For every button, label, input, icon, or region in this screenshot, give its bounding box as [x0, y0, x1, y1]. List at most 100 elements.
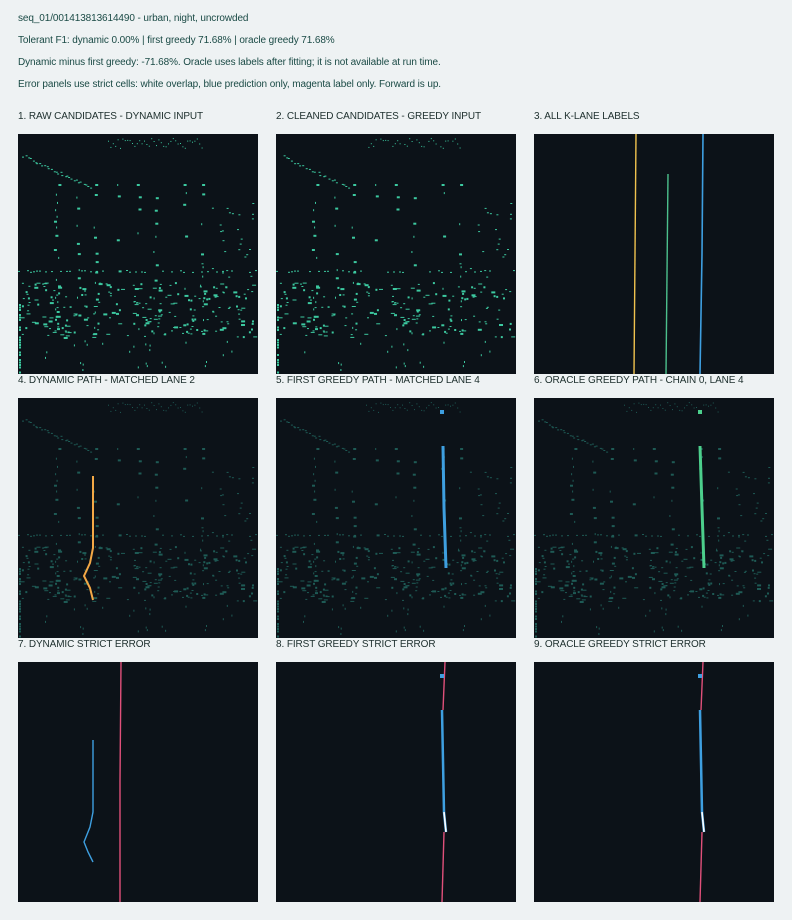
candidate-cell — [385, 139, 387, 141]
candidate-cell — [191, 318, 194, 321]
candidate-cell — [294, 282, 299, 284]
candidate-cell — [292, 286, 297, 289]
candidate-cell — [460, 596, 464, 599]
candidate-cell — [651, 535, 653, 537]
candidate-cell — [174, 590, 179, 593]
candidate-cell — [214, 560, 217, 562]
candidate-cell — [421, 145, 423, 147]
candidate-cell — [203, 583, 204, 586]
candidate-cell — [509, 328, 511, 331]
candidate-cell — [57, 322, 60, 325]
candidate-cell — [535, 610, 537, 613]
candidate-cell — [157, 315, 162, 317]
candidate-cell — [743, 571, 746, 573]
candidate-cell — [717, 517, 720, 520]
candidate-cell — [376, 309, 379, 312]
candidate-cell — [353, 525, 357, 528]
candidate-cell — [334, 196, 336, 199]
candidate-cell — [535, 618, 537, 620]
candidate-cell — [50, 432, 53, 434]
candidate-cell — [116, 239, 120, 242]
candidate-cell — [353, 298, 357, 301]
candidate-cell — [43, 550, 46, 551]
candidate-cell — [45, 553, 48, 556]
candidate-cell — [649, 586, 652, 589]
candidate-cell — [325, 596, 330, 598]
candidate-cell — [562, 615, 564, 618]
candidate-cell — [550, 547, 553, 550]
candidate-cell — [200, 284, 202, 287]
candidate-cell — [459, 253, 462, 256]
candidate-cell — [61, 439, 64, 441]
candidate-cell — [219, 592, 224, 595]
candidate-cell — [676, 578, 679, 580]
candidate-cell — [626, 410, 628, 412]
candidate-cell — [345, 186, 348, 187]
candidate-cell — [55, 582, 57, 585]
candidate-cell — [93, 226, 95, 229]
candidate-cell — [379, 288, 383, 290]
candidate-cell — [98, 565, 101, 567]
candidate-cell — [322, 588, 325, 591]
candidate-cell — [670, 579, 673, 581]
candidate-cell — [238, 582, 241, 584]
candidate-cell — [675, 547, 678, 549]
candidate-cell — [19, 573, 21, 575]
candidate-cell — [314, 315, 319, 318]
candidate-cell — [277, 590, 279, 593]
candidate-cell — [155, 222, 159, 225]
candidate-cell — [495, 493, 497, 495]
candidate-cell — [720, 629, 722, 632]
candidate-cell — [141, 407, 143, 409]
candidate-cell — [574, 448, 578, 450]
candidate-cell — [129, 535, 131, 537]
candidate-cell — [110, 146, 112, 148]
candidate-cell — [459, 263, 462, 265]
candidate-cell — [660, 535, 662, 537]
candidate-cell — [98, 301, 101, 303]
candidate-cell — [510, 203, 513, 204]
candidate-cell — [601, 569, 604, 572]
candidate-cell — [469, 471, 472, 473]
candidate-cell — [462, 365, 464, 368]
candidate-cell — [66, 270, 68, 272]
candidate-cell — [459, 535, 461, 537]
candidate-cell — [60, 270, 62, 272]
candidate-cell — [673, 579, 678, 581]
candidate-cell — [69, 270, 71, 272]
candidate-cell — [665, 560, 668, 563]
candidate-cell — [95, 261, 99, 264]
candidate-cell — [582, 439, 585, 441]
candidate-cell — [390, 312, 395, 314]
candidate-cell — [662, 408, 664, 409]
error-label-only — [699, 831, 703, 902]
candidate-cell — [292, 322, 297, 325]
candidate-cell — [29, 158, 32, 159]
candidate-cell — [308, 560, 311, 563]
candidate-cell — [277, 608, 279, 610]
candidate-cell — [69, 306, 72, 308]
candidate-cell — [334, 224, 336, 227]
candidate-cell — [277, 605, 279, 608]
candidate-cell — [174, 326, 179, 329]
candidate-cell — [409, 402, 411, 404]
candidate-cell — [452, 559, 455, 561]
candidate-cell — [152, 287, 157, 289]
candidate-cell — [444, 587, 447, 590]
candidate-cell — [132, 312, 137, 314]
candidate-cell — [314, 579, 319, 582]
candidate-cell — [457, 286, 460, 288]
candidate-cell — [39, 427, 42, 429]
candidate-cell — [430, 402, 432, 404]
candidate-cell — [537, 597, 540, 599]
candidate-cell — [661, 583, 664, 585]
candidate-cell — [247, 289, 250, 291]
candidate-cell — [34, 322, 39, 325]
candidate-cell — [709, 573, 712, 575]
candidate-cell — [581, 440, 584, 442]
candidate-cell — [283, 155, 286, 157]
candidate-cell — [55, 435, 58, 437]
candidate-cell — [596, 626, 598, 629]
candidate-cell — [710, 559, 713, 561]
candidate-cell — [591, 577, 594, 580]
